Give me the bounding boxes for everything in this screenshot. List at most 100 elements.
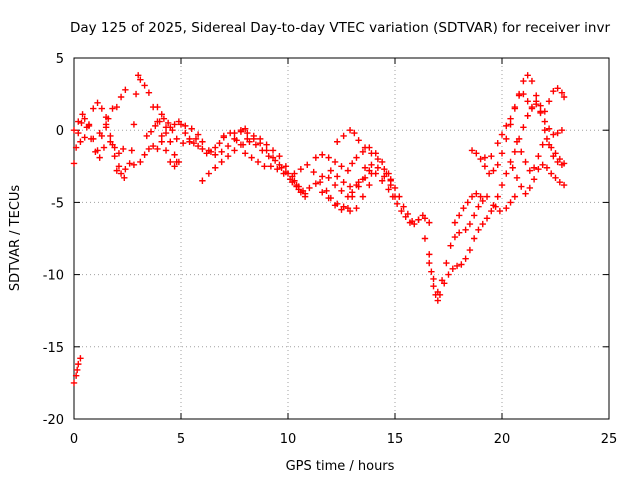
data-point	[464, 199, 471, 206]
data-point	[137, 76, 144, 83]
data-point	[250, 135, 257, 143]
data-point	[494, 161, 501, 169]
data-point	[518, 183, 525, 190]
data-point	[252, 141, 260, 148]
data-point	[192, 135, 200, 143]
data-point	[220, 132, 227, 140]
data-point	[434, 288, 441, 296]
data-point	[447, 242, 454, 249]
data-point	[130, 161, 138, 169]
data-point	[113, 103, 120, 111]
data-point	[162, 147, 170, 154]
data-point	[171, 163, 178, 170]
data-point	[445, 271, 452, 278]
data-point	[109, 105, 116, 112]
data-point	[173, 135, 180, 143]
data-point	[130, 121, 138, 128]
data-point	[470, 235, 478, 242]
data-point	[81, 134, 88, 141]
data-point	[438, 277, 446, 284]
data-point	[169, 127, 176, 134]
data-point	[507, 158, 514, 166]
data-point	[154, 145, 161, 153]
data-point	[344, 204, 352, 212]
data-point	[548, 144, 555, 151]
data-point	[374, 164, 382, 171]
data-point	[154, 103, 161, 111]
data-point	[443, 259, 450, 267]
data-point	[74, 366, 81, 374]
x-axis-ticks: 0 5 10 15 20 25	[70, 58, 617, 447]
data-point	[400, 203, 407, 210]
data-point	[286, 176, 294, 183]
data-point	[498, 131, 506, 138]
data-point	[515, 92, 523, 99]
data-point	[449, 265, 456, 273]
data-point	[430, 282, 437, 290]
data-point	[485, 170, 493, 177]
data-point	[212, 151, 219, 158]
data-point	[498, 150, 506, 157]
data-point	[426, 251, 433, 258]
data-point	[306, 184, 313, 192]
data-point	[490, 167, 497, 174]
data-point	[520, 90, 527, 98]
data-point	[554, 85, 561, 92]
data-point	[503, 170, 510, 177]
data-point	[203, 150, 210, 157]
data-point	[361, 144, 369, 151]
data-point	[503, 135, 510, 143]
data-point	[96, 129, 103, 137]
data-point	[346, 183, 354, 190]
data-point	[520, 77, 527, 85]
data-point	[334, 173, 341, 180]
data-point	[556, 155, 563, 163]
data-point	[340, 178, 347, 186]
data-point	[276, 152, 283, 160]
data-point	[526, 184, 534, 192]
data-point	[207, 148, 215, 156]
data-point	[545, 98, 553, 105]
data-point	[366, 181, 373, 189]
data-point	[541, 108, 548, 115]
data-point	[451, 219, 459, 226]
x-axis-label: GPS time / hours	[286, 459, 395, 474]
data-point	[533, 92, 540, 99]
data-point	[96, 154, 103, 161]
data-point	[496, 207, 504, 215]
data-point	[419, 212, 427, 219]
data-point	[526, 167, 534, 174]
data-point	[263, 141, 270, 148]
data-point	[411, 220, 418, 228]
data-point	[494, 193, 501, 200]
data-point	[325, 194, 332, 202]
data-point	[331, 158, 339, 166]
data-point	[94, 99, 101, 106]
data-point	[543, 164, 551, 171]
data-point	[152, 122, 159, 130]
data-point	[507, 121, 514, 128]
data-point	[481, 154, 489, 161]
data-point	[75, 360, 82, 368]
data-point	[466, 246, 474, 254]
data-point	[340, 132, 347, 140]
data-point	[188, 125, 195, 132]
data-point	[72, 144, 80, 151]
data-point	[511, 103, 519, 111]
data-point	[158, 138, 165, 145]
data-point	[366, 167, 373, 174]
data-point	[426, 259, 433, 267]
data-point	[145, 145, 153, 153]
data-point	[541, 127, 548, 134]
data-point	[346, 127, 354, 134]
data-point	[316, 178, 324, 186]
data-point	[212, 144, 219, 151]
data-point	[291, 170, 298, 177]
data-point	[81, 115, 88, 122]
data-point	[503, 204, 510, 212]
data-point	[242, 125, 249, 132]
data-point	[199, 145, 206, 153]
data-point	[556, 178, 563, 186]
data-point	[122, 165, 129, 173]
